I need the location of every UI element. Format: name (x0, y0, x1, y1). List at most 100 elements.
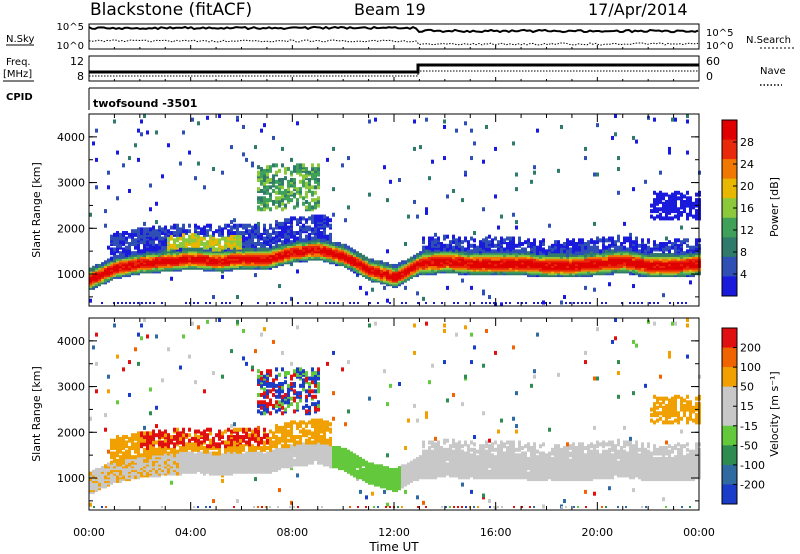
power-colorbar-swatch (722, 139, 737, 160)
power-cell (662, 242, 665, 246)
power-cell (596, 172, 599, 177)
power-cell (317, 238, 320, 243)
velocity-cell (89, 471, 92, 476)
velocity-cell (125, 453, 128, 458)
power-cell (626, 247, 629, 252)
power-cell (476, 249, 479, 254)
velocity-cell (233, 427, 236, 432)
velocity-cell (224, 429, 227, 434)
velocity-cell (140, 336, 143, 341)
power-cell (470, 128, 473, 133)
velocity-cell (107, 389, 110, 394)
velocity-cell (221, 440, 224, 445)
power-cell (117, 302, 119, 304)
power-cell (608, 243, 611, 248)
power-cell (227, 247, 230, 252)
power-cell (635, 240, 638, 245)
velocity-cell (209, 431, 212, 436)
velocity-cell (188, 354, 191, 359)
power-cell (317, 214, 320, 219)
velocity-cell (131, 442, 134, 447)
power-cell (365, 291, 368, 296)
power-cell (273, 302, 275, 304)
date-title: 17/Apr/2014 (588, 0, 688, 19)
power-cell (314, 179, 317, 184)
power-cell (668, 240, 671, 245)
velocity-cell (230, 438, 233, 443)
power-cell (443, 119, 446, 124)
power-cell (329, 232, 332, 237)
power-cell (278, 243, 281, 248)
power-cell (404, 285, 407, 290)
velocity-cell (203, 429, 206, 434)
power-cell (509, 236, 512, 241)
power-cell (260, 179, 263, 184)
velocity-cell (236, 427, 239, 432)
power-cell (325, 302, 327, 304)
power-cell (149, 183, 152, 188)
velocity-cell (131, 436, 134, 441)
power-colorbar-swatch (722, 217, 737, 238)
power-cell (305, 167, 308, 172)
velocity-cell (140, 431, 143, 436)
velocity-cell (167, 451, 170, 456)
power-cell (173, 223, 176, 228)
power-cell (473, 231, 476, 236)
power-cell (254, 223, 257, 228)
power-cell (659, 190, 662, 195)
power-cell (569, 240, 572, 245)
power-cell (221, 170, 224, 175)
power-cell (521, 247, 524, 252)
power-cell (533, 242, 536, 246)
power-cell (122, 254, 125, 259)
power-cell (305, 225, 308, 230)
power-cell (371, 258, 374, 263)
power-cell (266, 203, 269, 208)
power-cell (161, 245, 164, 250)
power-cell (272, 199, 275, 204)
power-cell (500, 302, 503, 307)
power-cell (599, 249, 602, 254)
power-cell (143, 234, 146, 239)
velocity-cell (233, 446, 236, 450)
power-cell (641, 238, 644, 243)
power-cell (557, 168, 560, 173)
power-cell (458, 247, 461, 252)
power-cbar-tick-5: 24 (740, 158, 754, 171)
power-cbar-label: Power [dB] (768, 177, 781, 237)
power-cell (131, 232, 134, 237)
power-cell (563, 252, 566, 257)
velocity-cell (209, 427, 212, 432)
power-cell (605, 245, 608, 250)
power-cell (665, 236, 668, 241)
power-cell (638, 249, 641, 254)
power-cell (122, 247, 125, 252)
velocity-cell (116, 440, 119, 445)
velocity-cell (158, 440, 161, 445)
power-cell (416, 291, 419, 296)
power-cell (263, 236, 266, 241)
velocity-cell (95, 484, 98, 489)
power-cell (581, 302, 583, 304)
power-cell (347, 245, 350, 250)
power-cell (386, 249, 389, 254)
velocity-cell (128, 453, 131, 458)
power-cell (614, 132, 617, 137)
power-cell (287, 167, 290, 172)
power-cell (650, 247, 653, 252)
power-cell (194, 232, 197, 237)
velocity-cell (227, 466, 230, 471)
power-cell (164, 225, 167, 230)
power-cell (296, 269, 299, 274)
power-cell (623, 245, 626, 250)
power-cell (290, 157, 293, 162)
power-cell (125, 245, 128, 250)
velocity-cell (191, 436, 194, 441)
power-cell (263, 196, 266, 201)
power-cell (518, 249, 521, 254)
power-cell (665, 210, 668, 215)
power-cell (128, 242, 131, 246)
power-cell (170, 231, 173, 236)
power-cell (681, 302, 683, 304)
power-cell (257, 302, 259, 304)
